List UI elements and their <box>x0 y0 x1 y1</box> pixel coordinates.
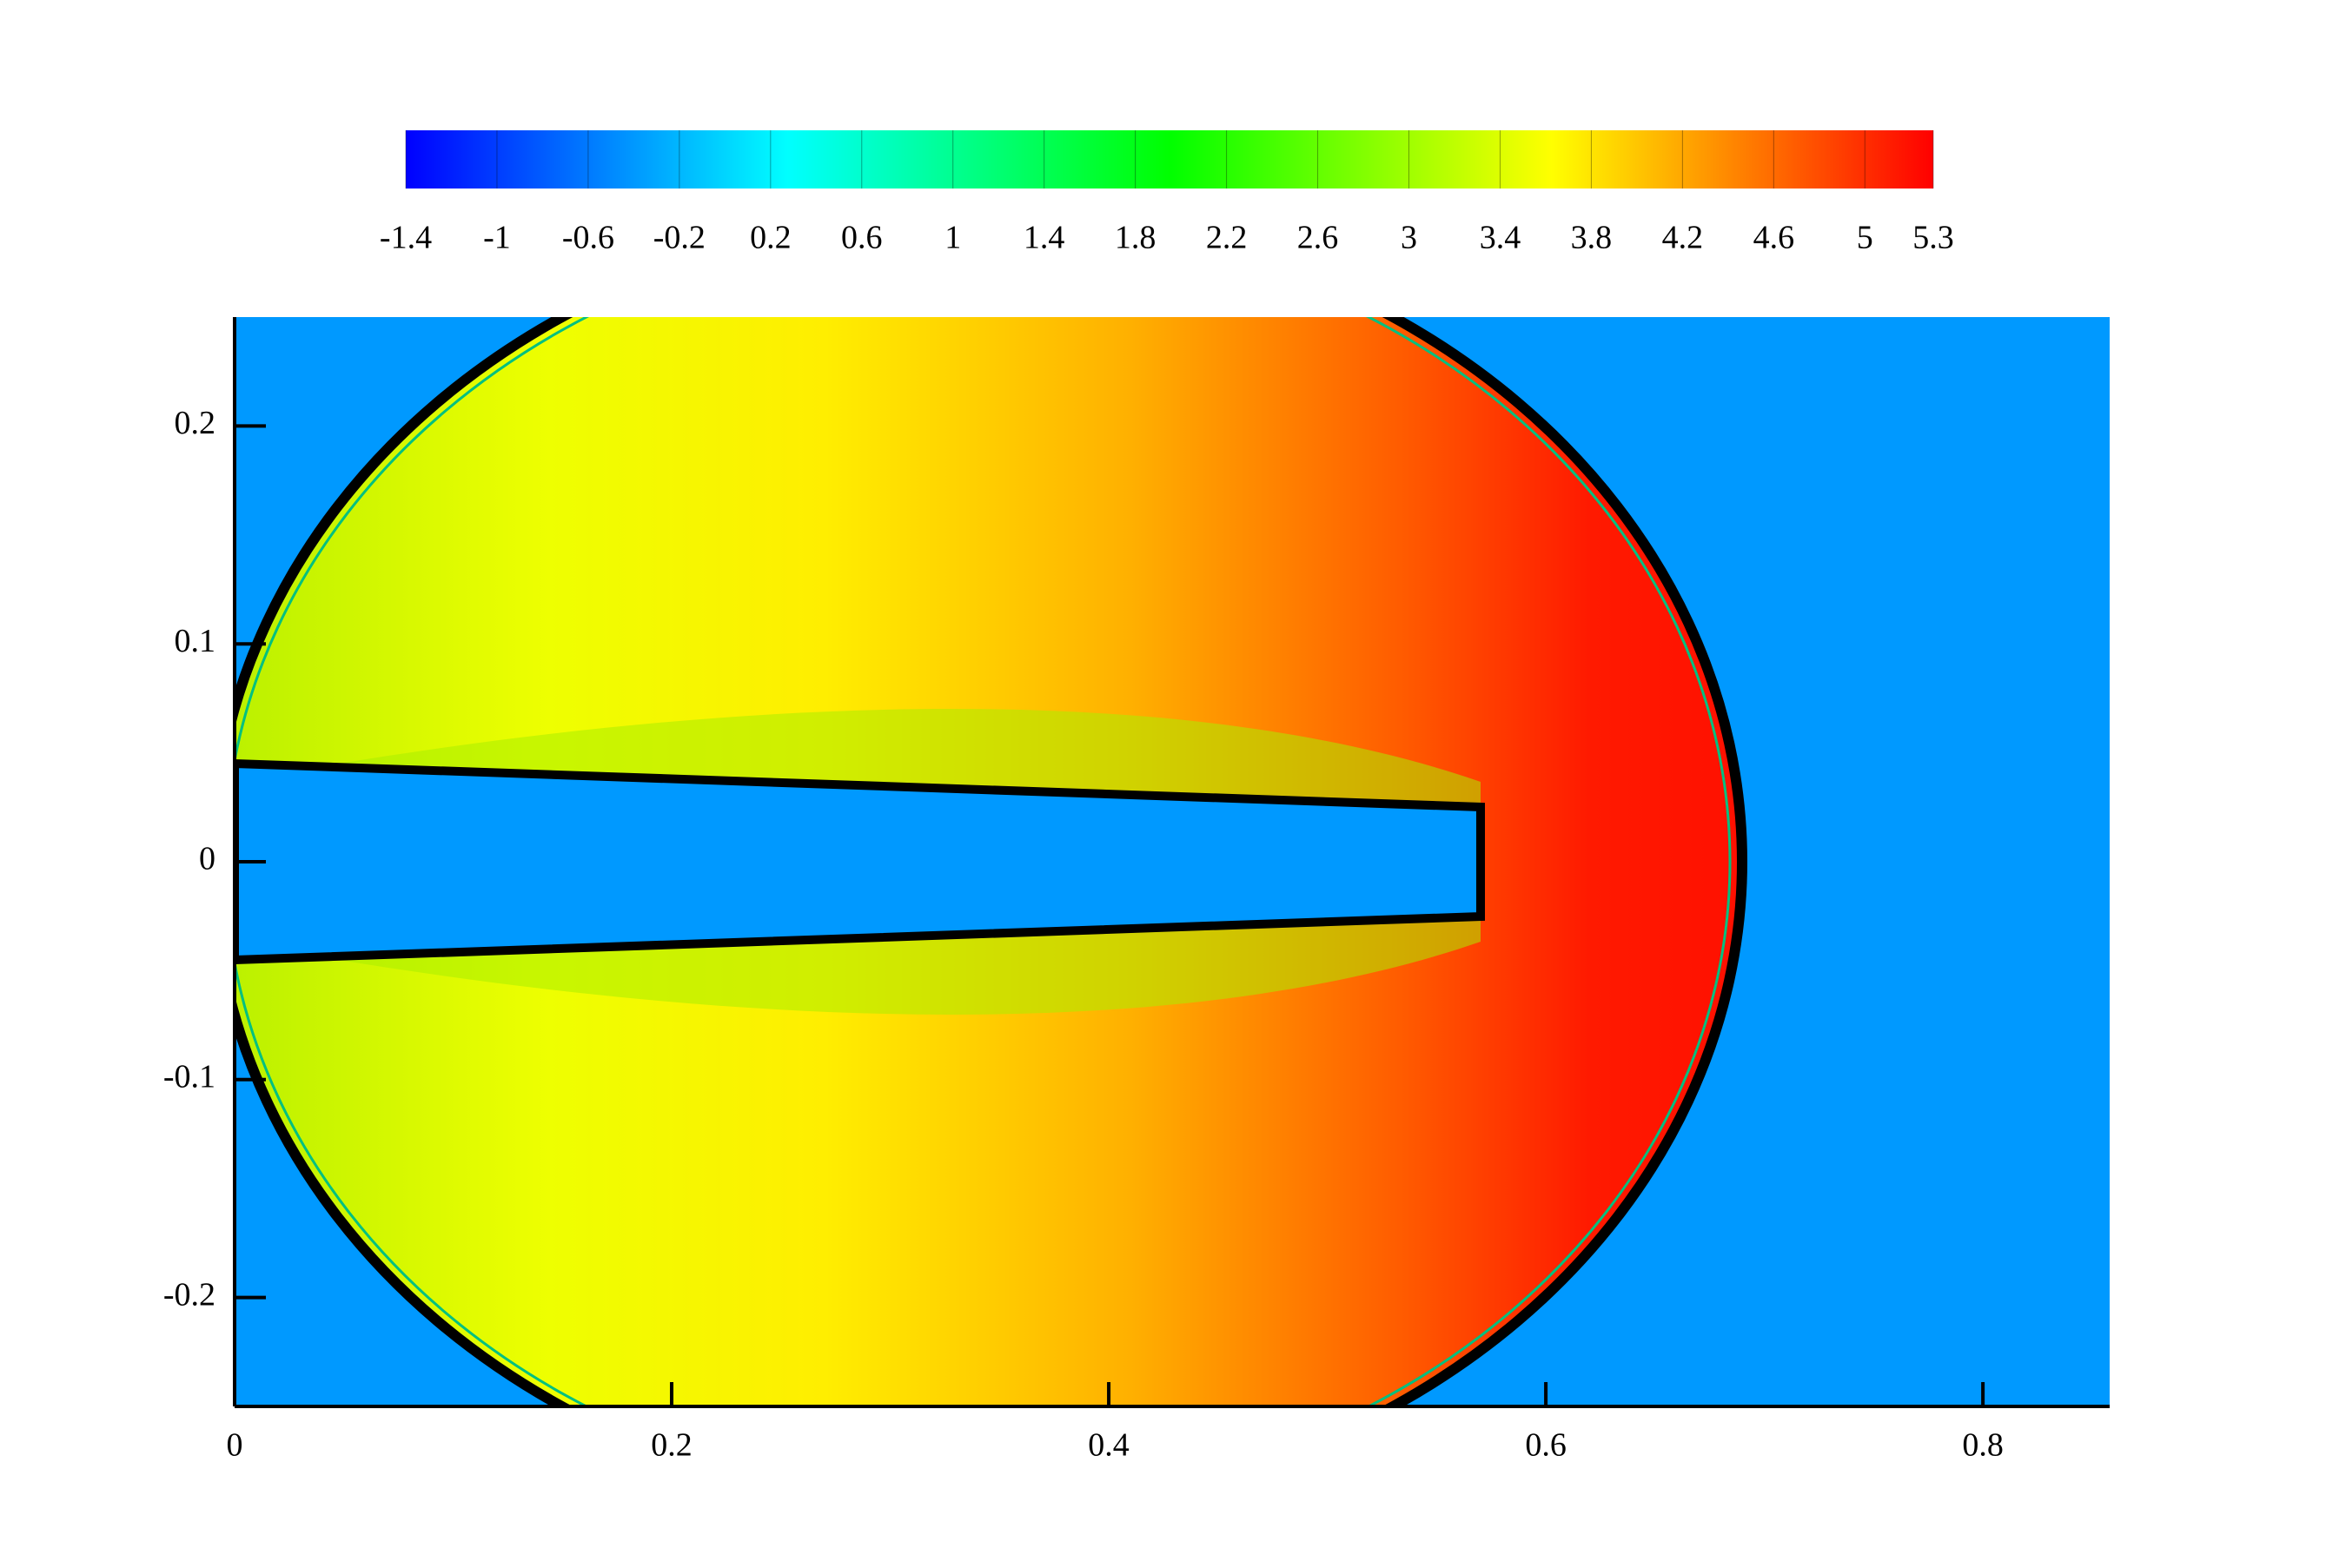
shock-contour <box>235 317 1732 1406</box>
colorbar-tick-label: -0.6 <box>562 220 614 256</box>
colorbar-tick-label: 2.2 <box>1206 220 1248 256</box>
colorbar-tick-label: 2.6 <box>1297 220 1339 256</box>
y-tick-label: 0 <box>199 841 215 877</box>
colorbar-tick-label: 5.3 <box>1912 220 1954 256</box>
colorbar-tick-label: 0.6 <box>841 220 883 256</box>
colorbar-tick-label: 1.4 <box>1024 220 1065 256</box>
colorbar-tick-label: 3 <box>1401 220 1417 256</box>
x-tick-label: 0 <box>227 1427 243 1464</box>
colorbar-tick-label: 1 <box>944 220 961 256</box>
x-tick-label: 0.4 <box>1088 1427 1130 1464</box>
colorbar-tick-label: 3.4 <box>1480 220 1521 256</box>
y-tick-label: 0.2 <box>175 405 216 441</box>
colorbar-tick-label: -0.2 <box>653 220 706 256</box>
contour-field <box>235 317 2110 1406</box>
colorbar-tick-label: 5 <box>1857 220 1873 256</box>
y-tick-label: -0.2 <box>163 1276 215 1313</box>
y-tick-label: -0.1 <box>163 1059 215 1095</box>
colorbar-tick-label: 4.6 <box>1753 220 1795 256</box>
x-tick-label: 0.2 <box>651 1427 693 1464</box>
x-tick-label: 0.6 <box>1525 1427 1567 1464</box>
colorbar-tick-label: 3.8 <box>1571 220 1613 256</box>
colorbar-tick-label: 1.8 <box>1115 220 1156 256</box>
colorbar-tick-label: 0.2 <box>750 220 792 256</box>
colorbar <box>406 130 1933 189</box>
colorbar-tick-label: -1.4 <box>380 220 432 256</box>
jet-core <box>235 758 1485 965</box>
y-tick-label: 0.1 <box>175 623 216 659</box>
colorbar-tick-label: 4.2 <box>1662 220 1704 256</box>
colorbar-tick-label: -1 <box>483 220 511 256</box>
x-tick-label: 0.8 <box>1962 1427 2004 1464</box>
